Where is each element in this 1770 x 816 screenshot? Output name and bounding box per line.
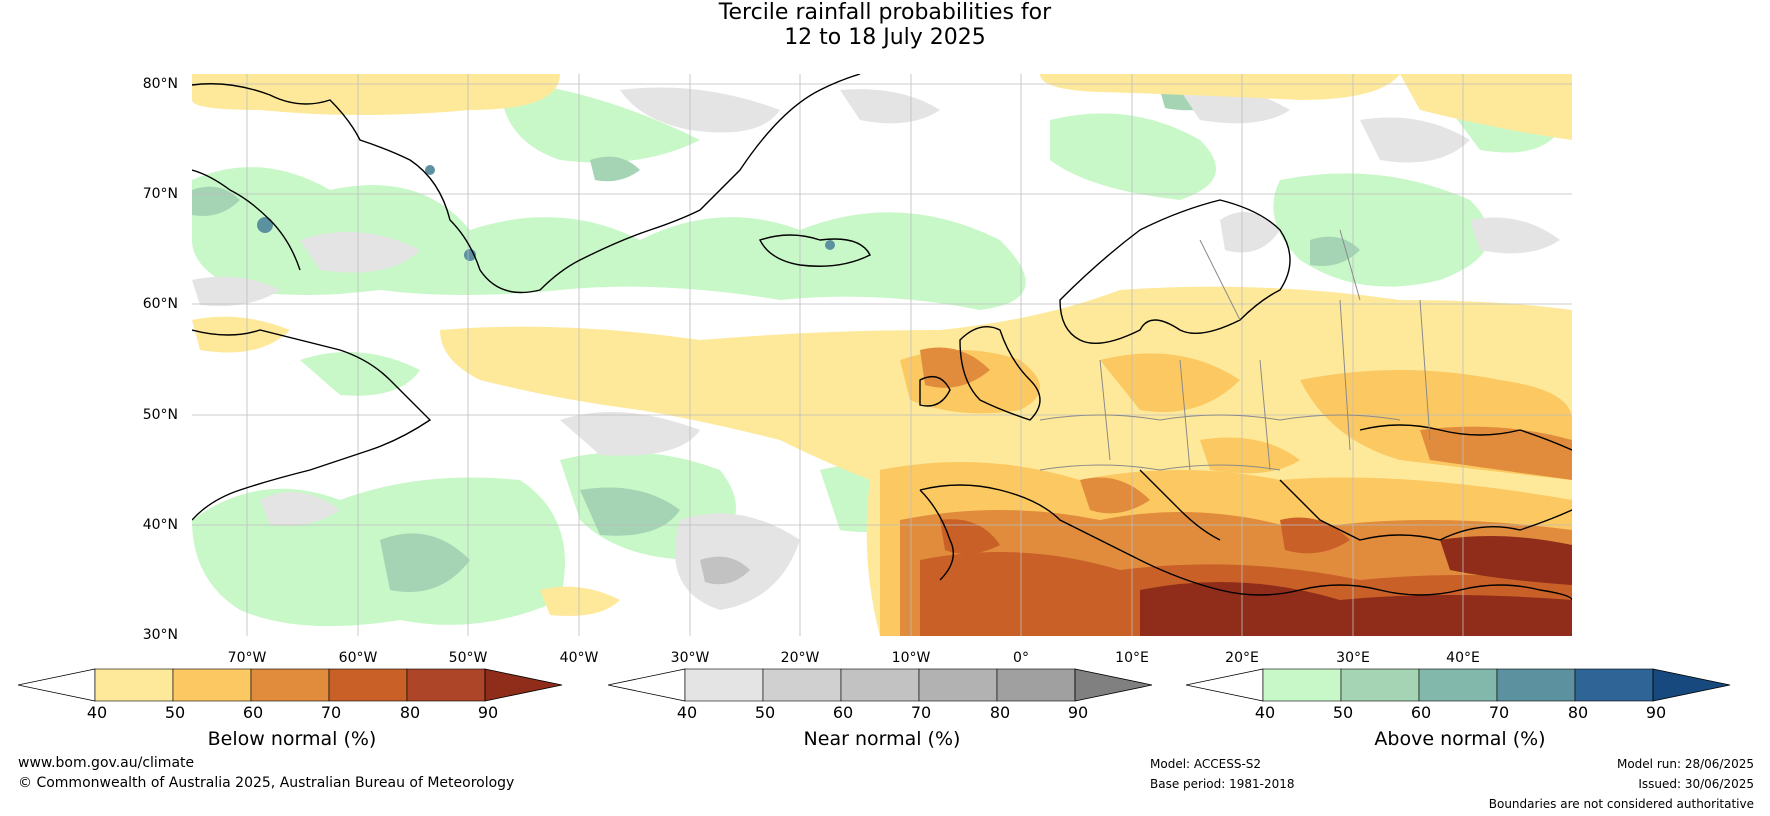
lon-label-50w: 50°W [448, 650, 488, 666]
lat-label-50n: 50°N [142, 407, 178, 423]
colorbar-swatch [1574, 668, 1654, 702]
colorbar-swatch [94, 668, 174, 702]
near-normal-swatches [608, 668, 1153, 702]
copyright-text: © Commonwealth of Australia 2025, Austra… [18, 775, 515, 791]
near-normal-title: Near normal (%) [803, 728, 961, 750]
below-tick-40: 40 [86, 703, 108, 722]
lon-label-0: 0° [1013, 650, 1029, 666]
below-normal-colorbar [18, 668, 563, 702]
colorbar-swatch [172, 668, 252, 702]
colorbar-swatch [328, 668, 408, 702]
near-normal-colorbar [608, 668, 1153, 702]
below-normal-extreme [1140, 536, 1572, 636]
lon-label-20w: 20°W [780, 650, 820, 666]
iberia-coast [919, 489, 954, 581]
colorbar-swatch [1262, 668, 1342, 702]
colorbar-swatch [1418, 668, 1498, 702]
colorbar-swatch [406, 668, 486, 702]
above-tick-50: 50 [1332, 703, 1354, 722]
map-title: Tercile rainfall probabilities for 12 to… [0, 0, 1770, 50]
colorbar-over-arrow [1074, 668, 1153, 702]
below-tick-80: 80 [399, 703, 421, 722]
above-tick-70: 70 [1488, 703, 1510, 722]
colorbar-swatch [762, 668, 842, 702]
graticule [192, 74, 1572, 636]
colorbar-swatch [250, 668, 330, 702]
title-line-2: 12 to 18 July 2025 [784, 25, 986, 50]
lon-label-30e: 30°E [1336, 650, 1370, 666]
title-line-1: Tercile rainfall probabilities for [718, 0, 1052, 25]
near-tick-80: 80 [989, 703, 1011, 722]
below-tick-70: 70 [320, 703, 342, 722]
above-normal-areas [192, 80, 1560, 627]
below-tick-90: 90 [477, 703, 499, 722]
black-sea-coast [1359, 424, 1572, 451]
above-tick-80: 80 [1567, 703, 1589, 722]
probability-fields [192, 74, 1572, 636]
colorbar-swatch [918, 668, 998, 702]
above-tick-60: 60 [1410, 703, 1432, 722]
lat-label-30n: 30°N [142, 627, 178, 643]
lon-label-40w: 40°W [559, 650, 599, 666]
colorbar-under-arrow [1186, 668, 1264, 702]
coastlines [192, 74, 1572, 601]
britain-coast [959, 326, 1041, 421]
scandinavia-coast [1059, 199, 1291, 345]
below-normal-swatches [18, 668, 563, 702]
lon-label-40e: 40°E [1446, 650, 1480, 666]
colorbar-over-arrow [484, 668, 563, 702]
lon-label-10w: 10°W [891, 650, 931, 666]
model-text: Model: ACCESS-S2 [1150, 757, 1262, 771]
disclaimer-text: Boundaries are not considered authoritat… [1488, 797, 1754, 811]
lon-label-10e: 10°E [1115, 650, 1149, 666]
above-tick-40: 40 [1254, 703, 1276, 722]
lon-label-70w: 70°W [227, 650, 267, 666]
model-run-text: Model run: 28/06/2025 [1616, 757, 1754, 771]
baffin-coast [192, 169, 301, 271]
below-tick-50: 50 [164, 703, 186, 722]
near-tick-70: 70 [910, 703, 932, 722]
ireland-coast [919, 376, 951, 407]
below-tick-60: 60 [242, 703, 264, 722]
lat-label-70n: 70°N [142, 186, 178, 202]
above-normal-title: Above normal (%) [1374, 728, 1546, 750]
lat-label-80n: 80°N [142, 76, 178, 92]
near-tick-60: 60 [832, 703, 854, 722]
colorbar-swatch [1340, 668, 1420, 702]
lon-label-20e: 20°E [1225, 650, 1259, 666]
lat-label-40n: 40°N [142, 517, 178, 533]
near-tick-40: 40 [676, 703, 698, 722]
above-normal-swatches [1186, 668, 1731, 702]
above-normal-colorbar [1186, 668, 1731, 702]
colorbar-over-arrow [1652, 668, 1731, 702]
below-normal-title: Below normal (%) [207, 728, 377, 750]
colorbar-under-arrow [18, 668, 96, 702]
balkans-turkey-coast [1279, 479, 1572, 541]
near-tick-90: 90 [1067, 703, 1089, 722]
lon-label-30w: 30°W [670, 650, 710, 666]
lat-label-60n: 60°N [142, 296, 178, 312]
base-period-text: Base period: 1981-2018 [1150, 777, 1295, 791]
colorbar-under-arrow [608, 668, 686, 702]
north-africa-coast [919, 484, 1572, 601]
website-text: www.bom.gov.au/climate [18, 755, 195, 771]
iceland-coast [759, 234, 871, 267]
lon-label-60w: 60°W [338, 650, 378, 666]
near-tick-50: 50 [754, 703, 776, 722]
above-tick-90: 90 [1645, 703, 1667, 722]
colorbar-swatch [684, 668, 764, 702]
greenland-coast [192, 74, 861, 294]
country-borders [1039, 229, 1431, 471]
colorbar-swatch [996, 668, 1076, 702]
colorbar-swatch [1496, 668, 1576, 702]
canada-coast [192, 329, 432, 521]
issued-text: Issued: 30/06/2025 [1638, 777, 1754, 791]
colorbar-swatch [840, 668, 920, 702]
italy-coast [1139, 469, 1221, 541]
